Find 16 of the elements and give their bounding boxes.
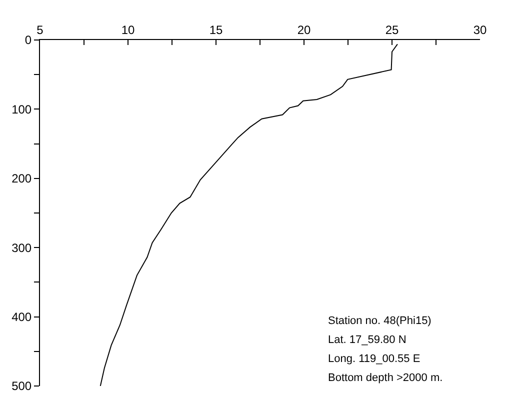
annotation: Bottom depth >2000 m. [328, 372, 443, 384]
annotation: Station no. 48(Phi15) [328, 315, 432, 327]
y-tick-label: 500 [12, 379, 32, 394]
y-tick-label: 0 [24, 33, 32, 48]
x-tick-label: 20 [297, 23, 311, 38]
x-tick-label: 5 [36, 23, 44, 38]
y-tick-label: 400 [12, 310, 32, 324]
x-tick-label: 25 [385, 23, 399, 38]
y-tick-label: 300 [12, 240, 32, 255]
annotation: Long. 119_00.55 E [328, 353, 420, 365]
y-tick-label: 100 [12, 102, 32, 116]
x-tick-label: 10 [121, 23, 135, 38]
y-tick-label: 200 [12, 172, 32, 186]
x-tick-label: 30 [473, 23, 487, 38]
annotation: Lat. 17_59.80 N [328, 334, 406, 346]
x-tick-label: 15 [209, 23, 223, 38]
